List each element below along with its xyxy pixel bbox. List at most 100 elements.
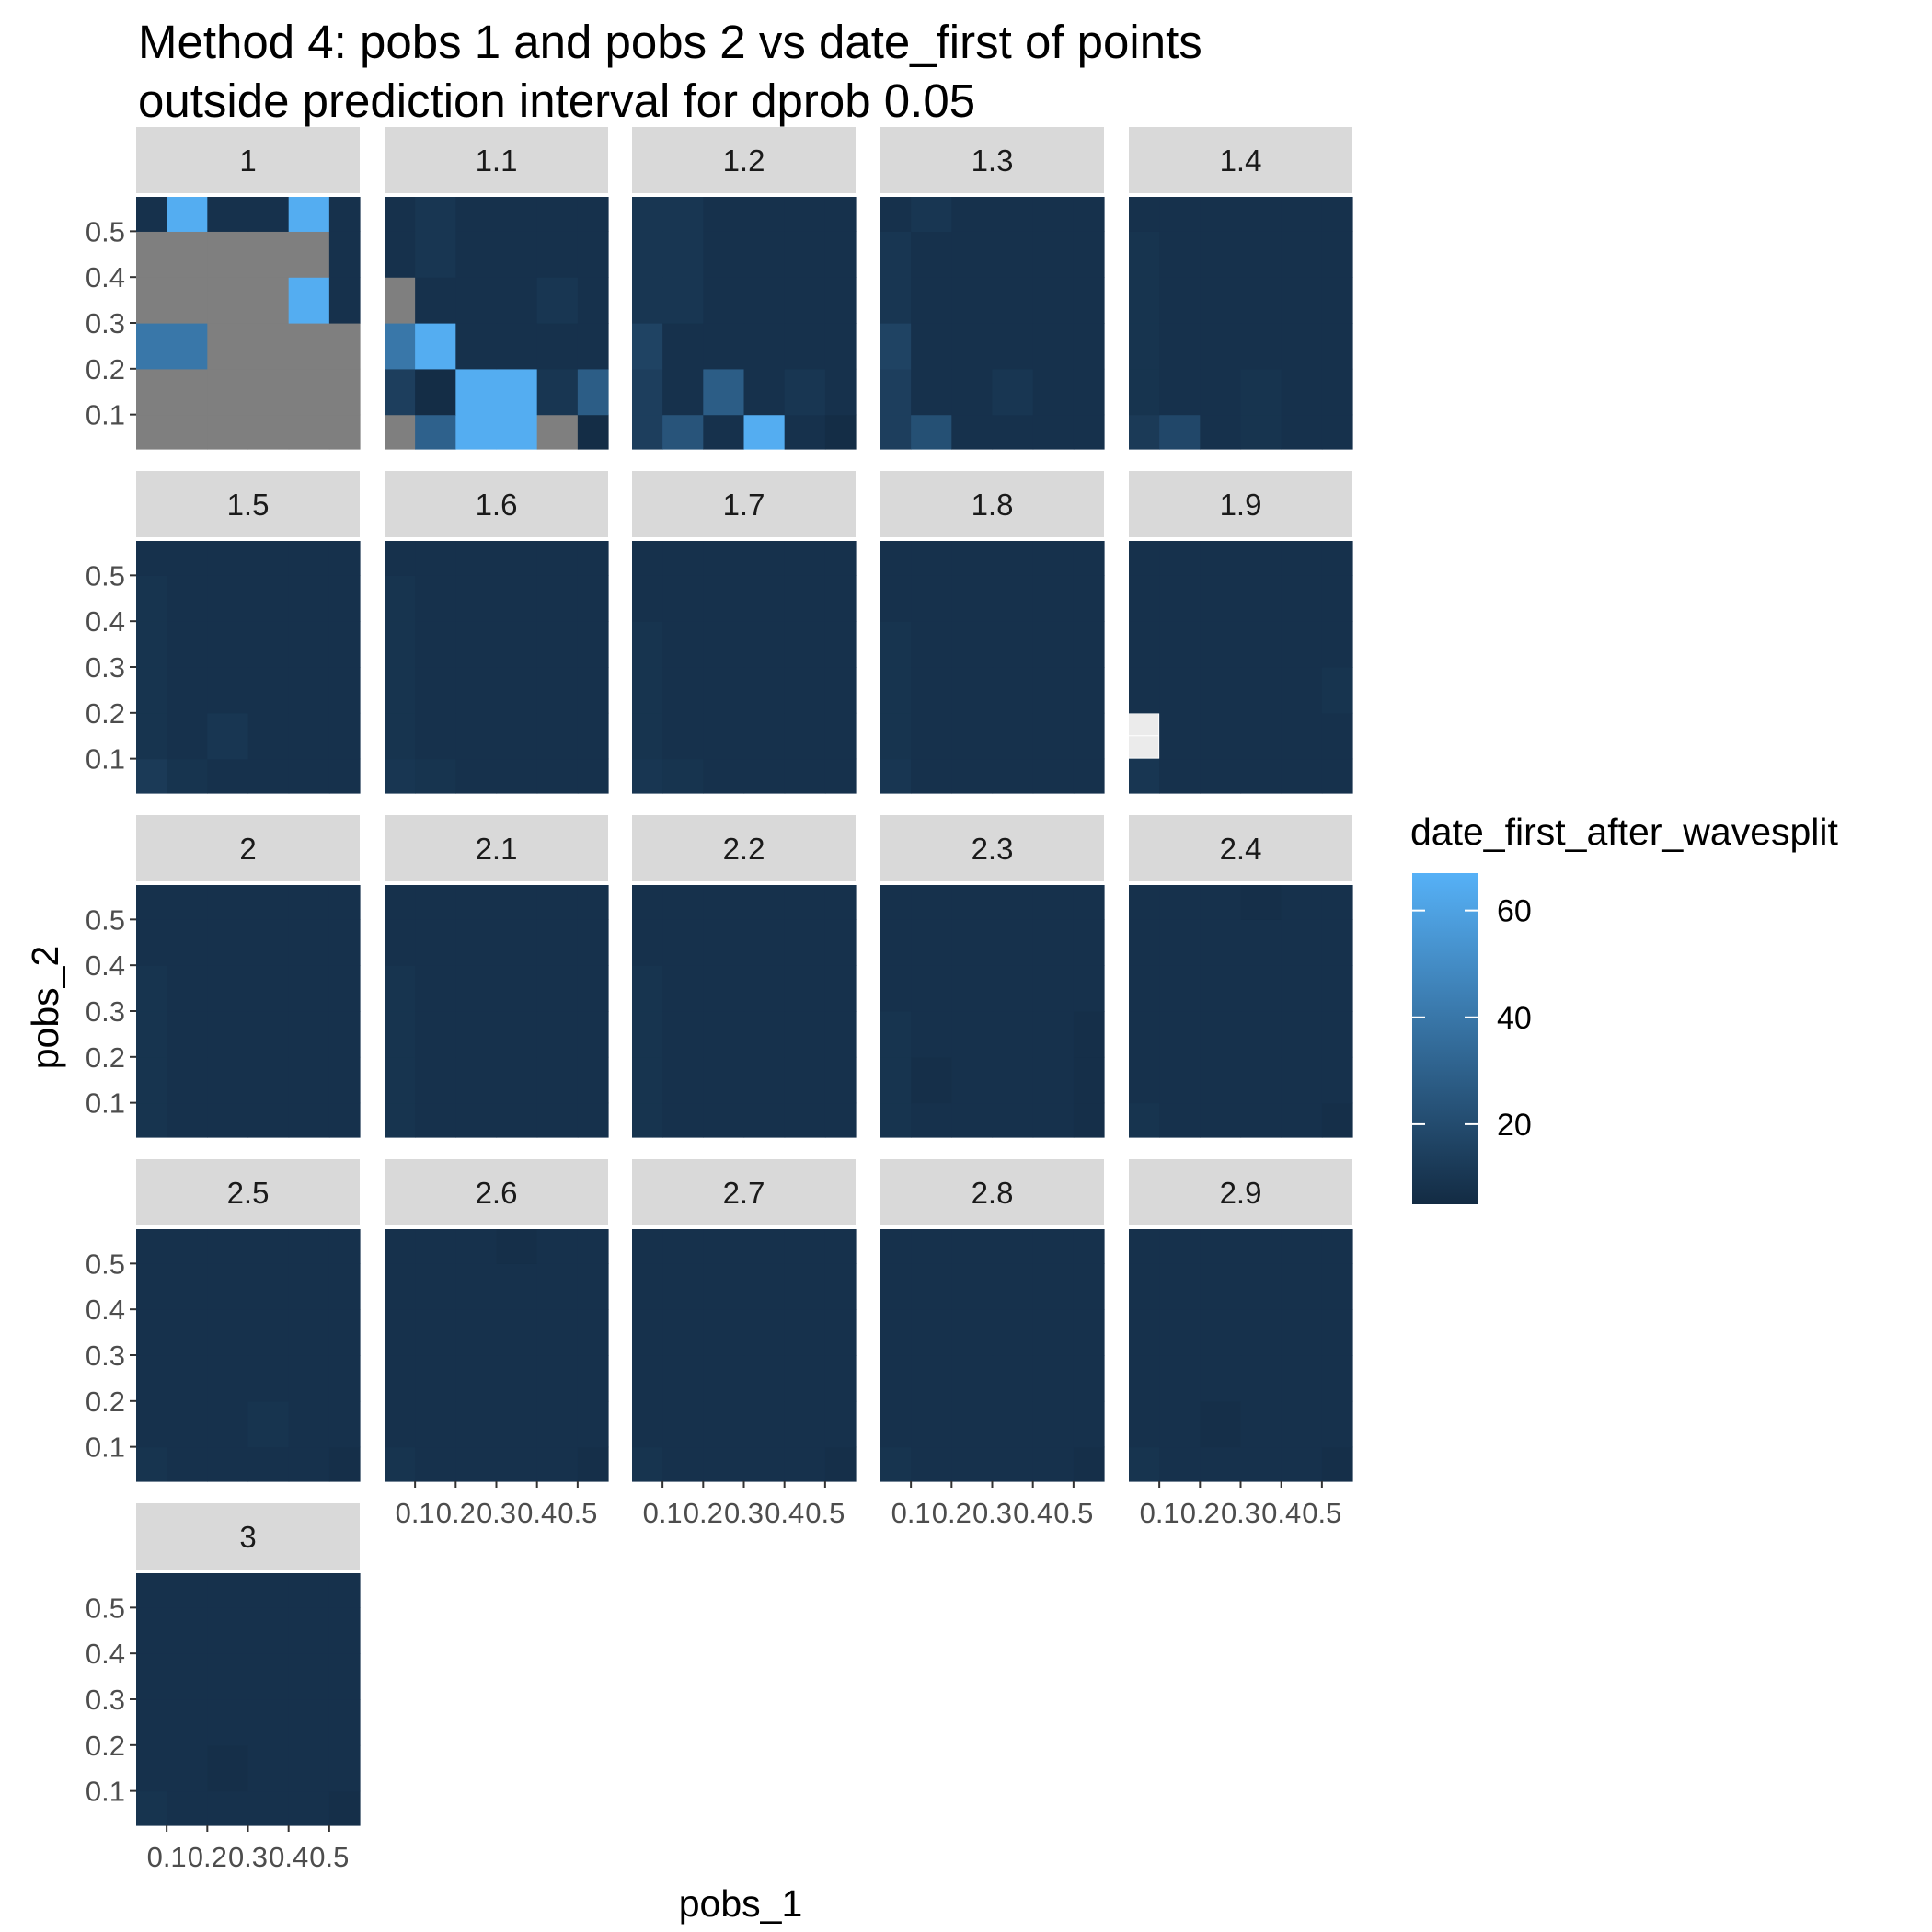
heatmap-tile xyxy=(1321,368,1353,416)
panel-strip xyxy=(1129,815,1352,881)
heatmap-tile xyxy=(207,368,249,416)
heatmap-tile xyxy=(1032,231,1075,278)
panel-2.5: 2.5 0.1 0.2 0.3 0.4 0.5 xyxy=(86,1159,361,1482)
heatmap-tile xyxy=(992,414,1034,450)
heatmap-tile xyxy=(496,1229,538,1264)
heatmap-tile xyxy=(1159,1229,1201,1264)
y-tick-label: 0.2 xyxy=(86,1386,125,1418)
heatmap-tile xyxy=(1129,667,1160,714)
heatmap-tile xyxy=(951,919,994,966)
heatmap-tile xyxy=(662,885,704,920)
heatmap-tile xyxy=(167,575,208,622)
heatmap-tile xyxy=(167,1699,208,1746)
heatmap-tile xyxy=(1281,1011,1323,1058)
heatmap-tile xyxy=(207,1229,249,1264)
heatmap-tile xyxy=(1200,712,1242,760)
heatmap-tile xyxy=(632,231,663,278)
heatmap-tile xyxy=(632,323,663,370)
heatmap-tile xyxy=(1200,231,1242,278)
heatmap-tile xyxy=(1321,1056,1353,1104)
heatmap-tile xyxy=(136,1355,167,1402)
heatmap-tile xyxy=(992,541,1034,576)
heatmap-tile xyxy=(496,414,538,450)
panel-strip-label: 1.1 xyxy=(476,144,518,178)
heatmap-tile xyxy=(1321,1355,1353,1402)
heatmap-tile xyxy=(136,667,167,714)
heatmap-tile xyxy=(415,965,456,1012)
heatmap-tile xyxy=(1321,1263,1353,1310)
heatmap-tile xyxy=(1159,1400,1201,1448)
heatmap-tile xyxy=(1240,541,1282,576)
heatmap-tile xyxy=(247,621,290,668)
heatmap-tile xyxy=(536,414,579,450)
heatmap-tile xyxy=(1073,1056,1105,1104)
heatmap-tile xyxy=(824,1056,857,1104)
panel-strip xyxy=(385,1159,608,1225)
heatmap-tile xyxy=(1281,1309,1323,1356)
heatmap-tile xyxy=(577,1229,609,1264)
heatmap-tile xyxy=(328,414,361,450)
heatmap-tile xyxy=(1073,1229,1105,1264)
heatmap-tile xyxy=(824,919,857,966)
heatmap-tile xyxy=(911,758,952,794)
heatmap-tile xyxy=(136,1653,167,1700)
heatmap-tile xyxy=(1129,368,1160,416)
heatmap-tile xyxy=(703,1446,745,1482)
heatmap-tile xyxy=(784,712,826,760)
heatmap-tile xyxy=(911,323,952,370)
panel-strip xyxy=(385,471,608,537)
heatmap-tile xyxy=(247,1573,290,1608)
heatmap-tile xyxy=(167,1229,208,1264)
heatmap-tile xyxy=(824,231,857,278)
heatmap-tile xyxy=(880,231,912,278)
heatmap-tile xyxy=(385,919,416,966)
heatmap-tile xyxy=(1159,1309,1201,1356)
heatmap-tile xyxy=(167,231,208,278)
heatmap-tile xyxy=(247,758,290,794)
heatmap-tile xyxy=(880,712,912,760)
heatmap-tile xyxy=(784,197,826,232)
panel-strip-label: 2 xyxy=(239,832,256,866)
heatmap-tile xyxy=(824,277,857,324)
heatmap-tile xyxy=(1159,368,1201,416)
y-tick-label: 0.3 xyxy=(86,995,125,1028)
x-tick-label: 0.3 xyxy=(477,1497,516,1529)
heatmap-tile xyxy=(1129,1229,1160,1264)
heatmap-tile xyxy=(247,667,290,714)
panel-2.1: 2.1 xyxy=(385,815,609,1138)
heatmap-tile xyxy=(703,712,745,760)
y-tick-label: 0.2 xyxy=(86,1730,125,1762)
heatmap-tile xyxy=(1200,277,1242,324)
panel-strip xyxy=(136,1503,360,1570)
heatmap-tile xyxy=(743,1355,786,1402)
panel-strip-label: 1 xyxy=(239,144,256,178)
heatmap-tile xyxy=(167,1607,208,1654)
heatmap-tile xyxy=(880,885,912,920)
heatmap-tile xyxy=(207,1400,249,1448)
x-tick-label: 0.2 xyxy=(188,1841,227,1873)
chart-title-line-2: outside prediction interval for dprob 0.… xyxy=(138,75,976,127)
heatmap-tile xyxy=(496,667,538,714)
heatmap-tile xyxy=(662,541,704,576)
heatmap-tile xyxy=(328,1573,361,1608)
heatmap-tile xyxy=(662,758,704,794)
x-tick-label: 0.5 xyxy=(309,1841,349,1873)
heatmap-tile xyxy=(662,1102,704,1138)
heatmap-tile xyxy=(911,621,952,668)
heatmap-tile xyxy=(824,575,857,622)
heatmap-tile xyxy=(784,541,826,576)
legend: date_first_after_wavesplit 20 40 60 xyxy=(1410,811,1839,1204)
heatmap-tile xyxy=(247,197,290,232)
heatmap-tile xyxy=(880,1446,912,1482)
panel-2.7: 2.7 0.1 0.2 0.3 0.4 0.5 xyxy=(632,1159,857,1529)
heatmap-tile xyxy=(911,541,952,576)
heatmap-tile xyxy=(632,541,663,576)
heatmap-tile xyxy=(247,1744,290,1792)
y-tick-label: 0.1 xyxy=(86,399,125,431)
heatmap-tile xyxy=(496,1056,538,1104)
heatmap-tile xyxy=(247,368,290,416)
heatmap-tile xyxy=(1240,414,1282,450)
heatmap-tile xyxy=(824,712,857,760)
